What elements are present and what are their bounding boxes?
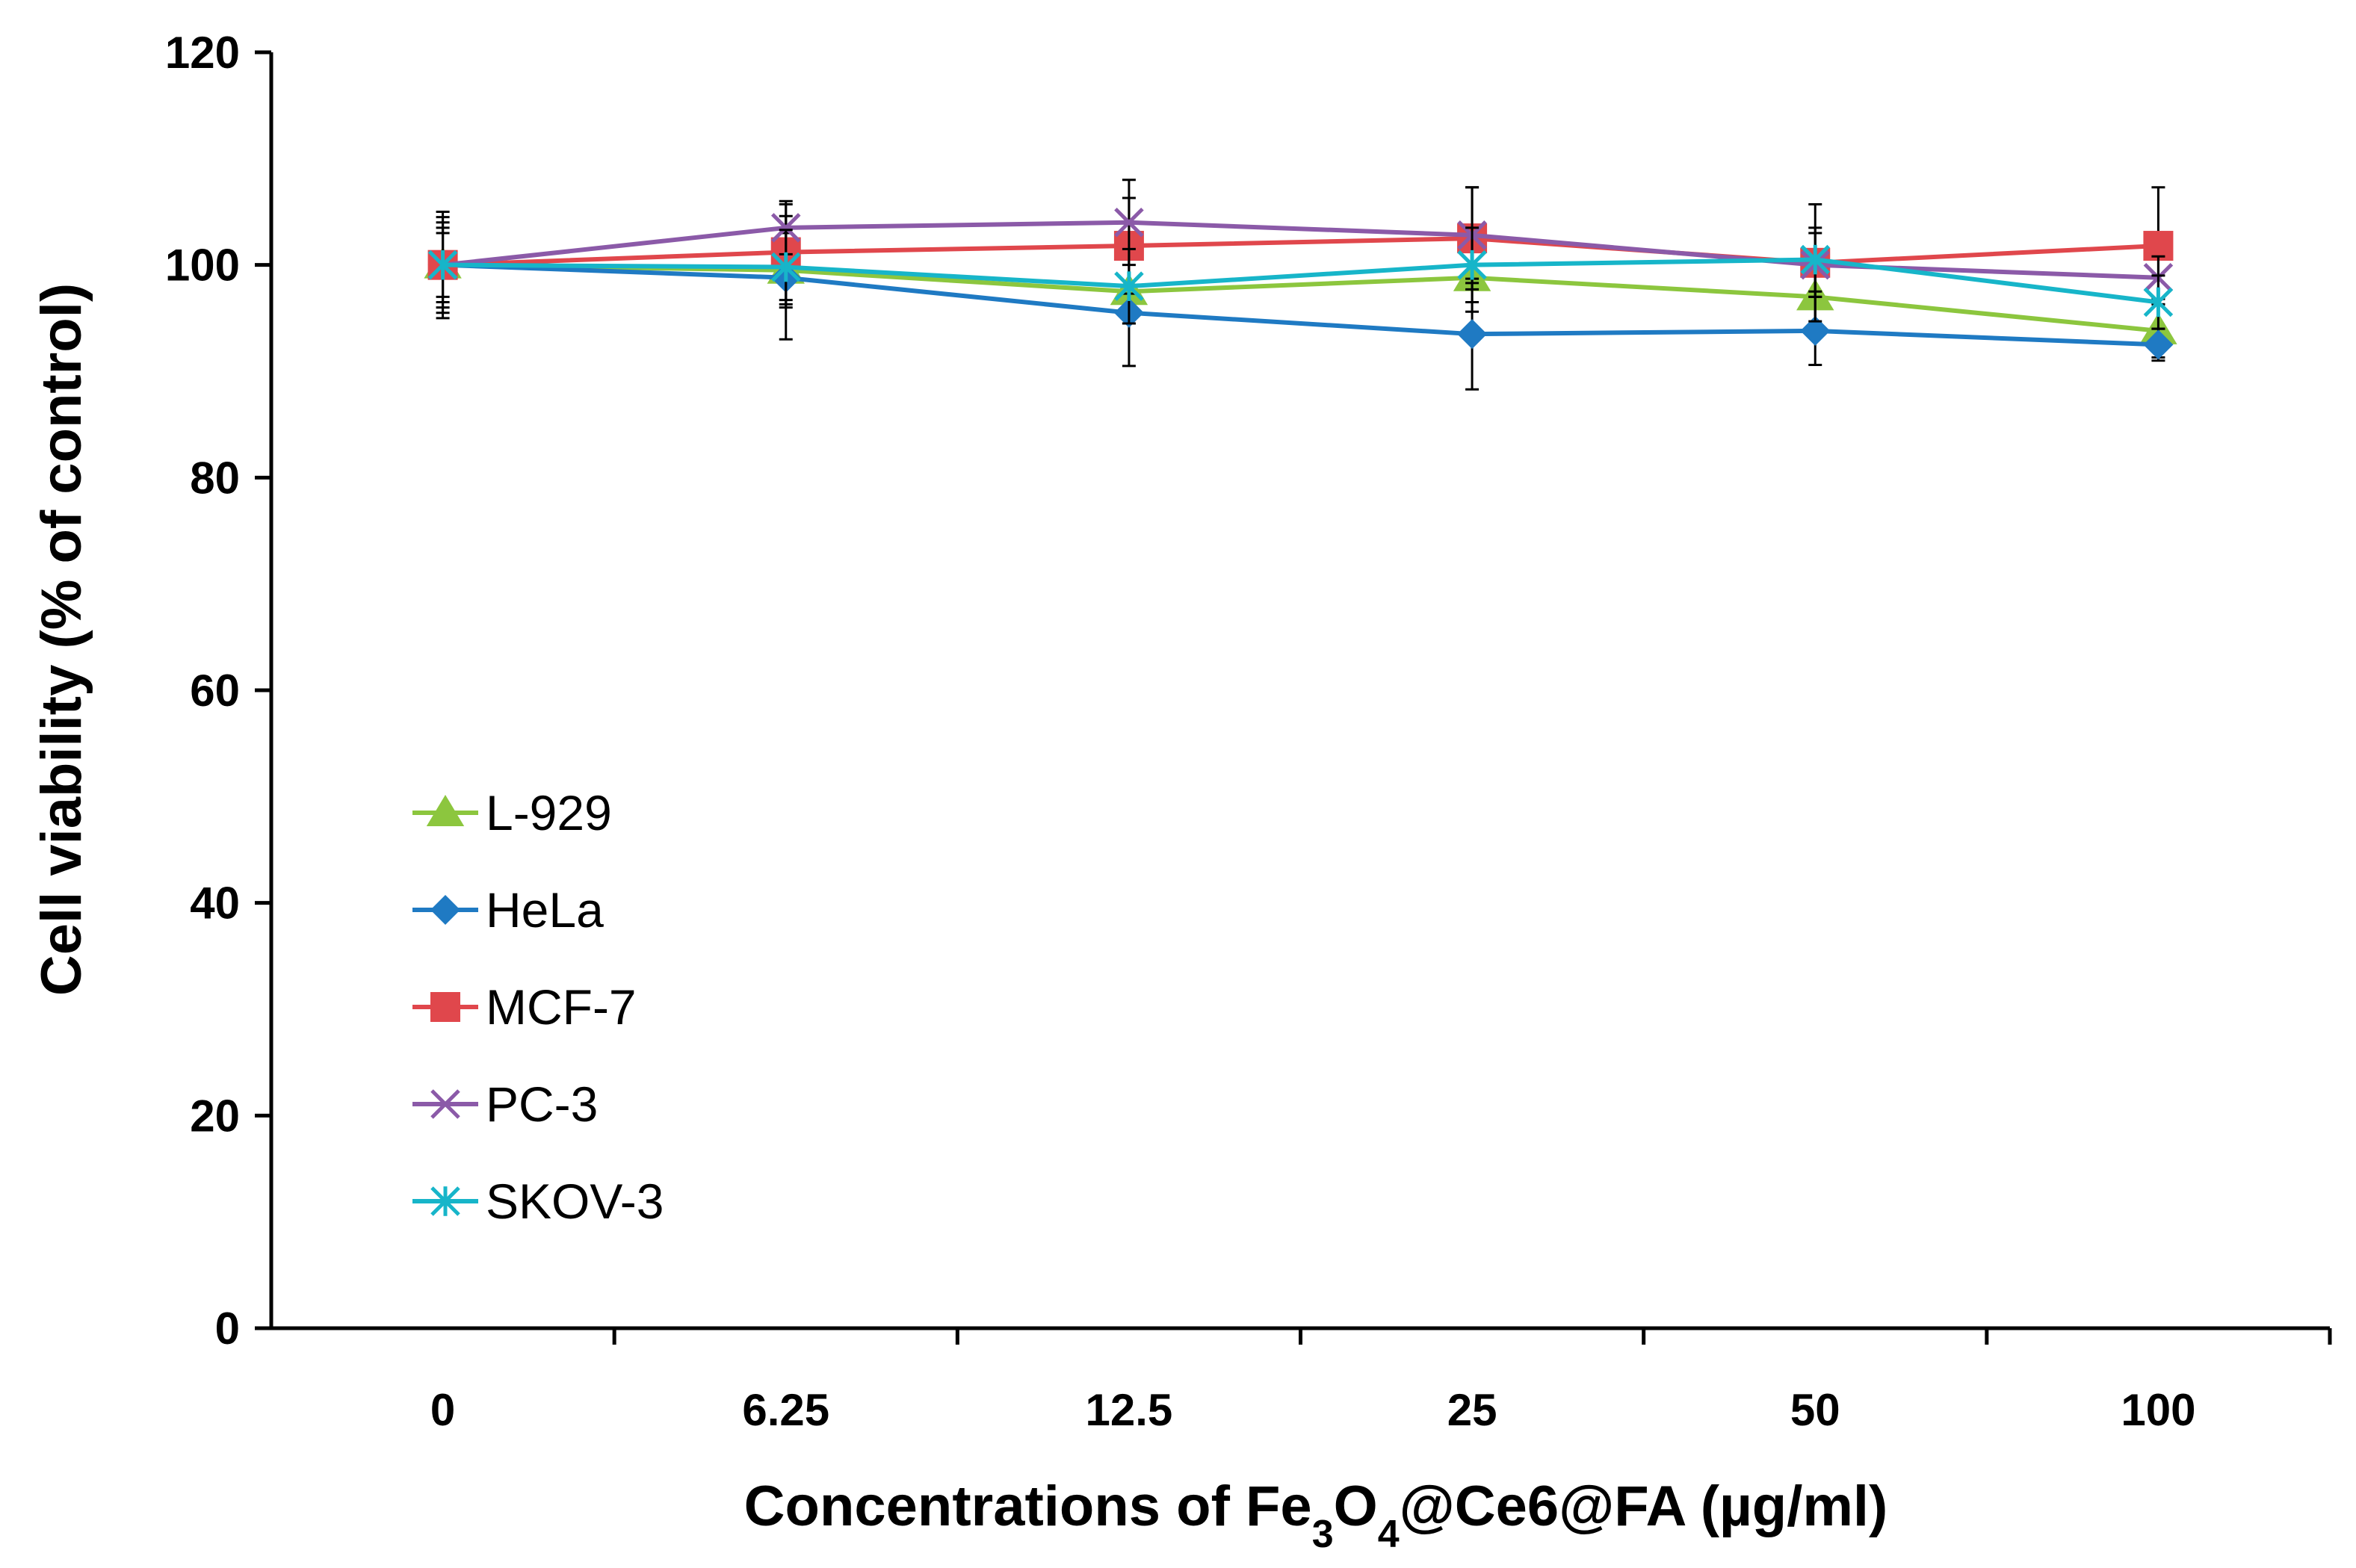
data-marker	[1800, 244, 1831, 275]
series-line	[442, 257, 2159, 305]
y-tick-label: 0	[215, 1304, 240, 1354]
x-tick-label: 50	[1790, 1385, 1840, 1435]
legend-item: MCF-7	[412, 979, 637, 1035]
y-tick-label: 100	[165, 241, 240, 291]
y-axis-ticks: 0 20 40 60 80 100 120	[165, 28, 271, 1354]
data-marker	[430, 1089, 460, 1119]
data-marker	[1800, 315, 1831, 346]
x-tick-label: 12.5	[1086, 1385, 1173, 1435]
x-tick-label: 25	[1447, 1385, 1497, 1435]
legend-item: L-929	[412, 785, 612, 840]
data-marker	[426, 795, 465, 826]
legend-label: PC-3	[486, 1076, 598, 1132]
y-tick-label: 20	[190, 1091, 240, 1141]
y-tick-label: 80	[190, 453, 240, 503]
series-line	[442, 262, 2159, 347]
legend-label: MCF-7	[486, 979, 637, 1035]
x-tick-label: 100	[2121, 1385, 2195, 1435]
legend-label: L-929	[486, 785, 612, 840]
x-axis-ticks: 0 6.25 12.5 25 50 100	[430, 1328, 2332, 1435]
x-tick-label: 6.25	[742, 1385, 829, 1435]
legend: L-929 HeLa MCF-7 PC-3 SKOV-3	[412, 785, 664, 1229]
series-l-929	[424, 232, 2177, 359]
data-marker	[430, 992, 460, 1022]
data-marker	[770, 213, 801, 243]
data-marker	[1114, 207, 1144, 238]
data-marker	[427, 250, 458, 280]
y-tick-label: 40	[190, 878, 240, 929]
data-marker	[1114, 271, 1144, 301]
x-tick-label: 0	[430, 1385, 455, 1435]
x-axis-title: Concentrations of Fe3O4@Ce6@FA (µg/ml)	[744, 1475, 1888, 1556]
data-marker	[2143, 287, 2174, 317]
series-mcf-7	[427, 186, 2174, 323]
data-marker	[2143, 329, 2174, 360]
legend-item: HeLa	[412, 882, 604, 938]
series-line	[442, 236, 2159, 267]
y-axis-title: Cell viability (% of control)	[30, 283, 93, 996]
legend-item: SKOV-3	[412, 1174, 664, 1229]
data-marker	[430, 1186, 460, 1216]
series-line	[442, 262, 2159, 333]
data-marker	[1457, 319, 1488, 350]
y-tick-label: 120	[165, 28, 240, 78]
data-marker	[430, 895, 460, 925]
legend-item: PC-3	[412, 1076, 598, 1132]
series-skov-3	[427, 221, 2174, 330]
y-tick-label: 60	[190, 666, 240, 716]
legend-label: SKOV-3	[486, 1174, 664, 1229]
data-marker	[770, 252, 801, 282]
legend-label: HeLa	[486, 882, 604, 938]
data-marker	[1457, 250, 1487, 280]
series-layer	[424, 179, 2177, 391]
